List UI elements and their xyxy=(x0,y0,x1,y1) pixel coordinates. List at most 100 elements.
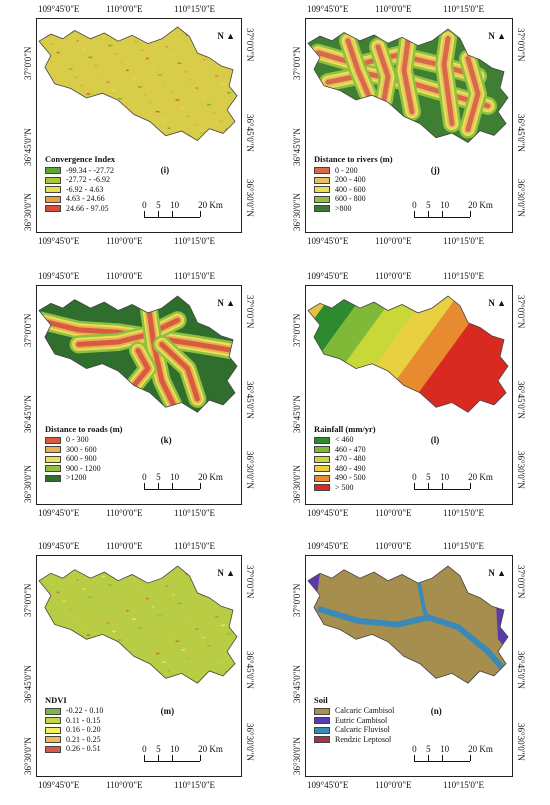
north-label: N xyxy=(488,568,495,578)
scale-label: 0 xyxy=(412,744,417,754)
scale-line xyxy=(414,213,471,218)
legend-item: < 460 xyxy=(314,436,376,446)
scale-bar: 0 5 10 20 Km xyxy=(412,472,504,492)
lat-tick-right: 36°45'0"N xyxy=(245,651,255,689)
lon-tick-top: 110°0'0"E xyxy=(106,271,143,281)
lat-tick-left: 37°0'0"N xyxy=(23,46,33,80)
scale-tick xyxy=(200,211,202,217)
lat-tick-left: 37°0'0"N xyxy=(292,313,302,347)
scale-tick xyxy=(172,755,174,761)
scale-tick xyxy=(470,211,472,217)
scale-tick xyxy=(442,483,444,489)
legend-item: 400 - 600 xyxy=(314,185,393,195)
lon-tick-top: 109°45'0"E xyxy=(38,271,80,281)
legend: Convergence Index -99.34 - -27.72 -27.72 -… xyxy=(45,155,115,213)
panel-label: (l) xyxy=(430,435,440,445)
legend-item: 460 - 470 xyxy=(314,445,376,455)
scale-label: 20 Km xyxy=(198,744,223,754)
scale-tick xyxy=(200,755,202,761)
legend-label: 0.26 - 0.51 xyxy=(66,744,101,754)
legend-swatch xyxy=(45,167,61,174)
map-panel-l: N ▲ Rainfall (mm/yr) < 460 460 - 470 470 - 4… xyxy=(305,285,513,505)
lat-tick-right: 36°45'0"N xyxy=(516,381,526,419)
lat-tick-left: 36°30'0"N xyxy=(23,193,33,231)
lat-tick-left: 36°30'0"N xyxy=(23,465,33,503)
scale-label: 10 xyxy=(440,200,450,210)
legend-swatch xyxy=(314,707,330,715)
legend-label: 300 - 600 xyxy=(66,444,97,454)
legend-item: 200 - 400 xyxy=(314,175,393,185)
legend-label: 0.21 - 0.25 xyxy=(66,734,101,744)
legend-label: 4.63 - 24.66 xyxy=(66,194,105,203)
north-arrow-icon: N ▲ xyxy=(217,298,235,308)
legend-swatch xyxy=(45,205,61,212)
lat-tick-right: 36°30'0"N xyxy=(516,451,526,489)
panel-label: (i) xyxy=(160,165,170,176)
legend-item: >800 xyxy=(314,204,393,214)
legend-item: -99.34 - -27.72 xyxy=(45,166,115,176)
legend-swatch xyxy=(45,186,61,193)
legend-swatch xyxy=(314,167,330,174)
lat-tick-right: 37°0'0"N xyxy=(245,28,255,62)
lat-tick-left: 37°0'0"N xyxy=(23,313,33,347)
lat-tick-left: 36°30'0"N xyxy=(292,737,302,775)
study-area-map xyxy=(307,565,509,684)
panel-label: (m) xyxy=(160,706,175,717)
lat-tick-right: 36°30'0"N xyxy=(245,179,255,217)
lat-tick-right: 37°0'0"N xyxy=(516,565,526,599)
legend-label: -27.72 - -6.92 xyxy=(66,175,110,184)
scale-tick xyxy=(144,483,146,489)
lat-tick-left: 36°30'0"N xyxy=(23,737,33,775)
legend-item: -27.72 - -6.92 xyxy=(45,175,115,185)
legend-label: 400 - 600 xyxy=(335,184,366,194)
lat-tick-left: 36°45'0"N xyxy=(292,395,302,433)
legend-item: Eutric Cambisol xyxy=(314,716,394,726)
legend-item: 470 - 480 xyxy=(314,455,376,465)
study-area-map xyxy=(38,295,238,413)
legend: NDVI -0.22 - 0.10 0.11 - 0.15 0.16 - 0.20 0.… xyxy=(45,696,103,754)
legend-item: >1200 xyxy=(45,474,123,484)
legend-swatch xyxy=(45,717,61,725)
lon-tick-bottom: 110°15'0"E xyxy=(174,508,216,518)
map-panel-i: N ▲ Convergence Index -99.34 - -27.72 -27.7… xyxy=(36,18,242,233)
legend-swatch xyxy=(314,484,330,492)
legend: Rainfall (mm/yr) < 460 460 - 470 470 - 480 4… xyxy=(314,425,376,493)
scale-label: 20 Km xyxy=(468,744,493,754)
scale-tick xyxy=(200,483,202,489)
legend-item: 0.21 - 0.25 xyxy=(45,735,103,745)
scale-label: 10 xyxy=(440,744,450,754)
panel-label: (n) xyxy=(430,706,442,717)
scale-tick xyxy=(158,755,160,761)
lat-tick-right: 36°30'0"N xyxy=(516,723,526,761)
scale-label: 10 xyxy=(170,200,180,210)
scale-bar: 0 5 10 20 Km xyxy=(412,200,504,220)
legend-item: 24.66 - 97.05 xyxy=(45,204,115,214)
legend-swatch xyxy=(45,446,61,454)
legend-label: -0.22 - 0.10 xyxy=(66,706,104,716)
lat-tick-left: 36°45'0"N xyxy=(23,665,33,703)
legend-swatch xyxy=(45,745,61,753)
legend-label: 470 - 480 xyxy=(335,454,366,464)
legend-swatch xyxy=(314,455,330,463)
scale-tick xyxy=(172,211,174,217)
lon-tick-bottom: 110°0'0"E xyxy=(375,780,412,790)
lat-tick-right: 36°30'0"N xyxy=(245,723,255,761)
lat-tick-left: 37°0'0"N xyxy=(23,583,33,617)
legend-swatch xyxy=(45,736,61,744)
scale-tick xyxy=(470,755,472,761)
legend-swatch xyxy=(314,436,330,444)
lon-tick-bottom: 110°15'0"E xyxy=(174,236,216,246)
panel-label: (k) xyxy=(160,435,172,445)
lon-tick-bottom: 110°0'0"E xyxy=(106,236,143,246)
lon-tick-top: 110°15'0"E xyxy=(443,271,485,281)
lon-tick-bottom: 110°0'0"E xyxy=(375,508,412,518)
legend-swatch xyxy=(45,195,61,203)
scale-tick xyxy=(144,211,146,217)
lon-tick-top: 110°15'0"E xyxy=(174,271,216,281)
lat-tick-right: 36°45'0"N xyxy=(516,114,526,152)
scale-label: 0 xyxy=(412,200,417,210)
scale-tick xyxy=(414,211,416,217)
lon-tick-bottom: 110°15'0"E xyxy=(443,236,485,246)
scale-label: 20 Km xyxy=(468,472,493,482)
legend-swatch xyxy=(314,205,330,212)
